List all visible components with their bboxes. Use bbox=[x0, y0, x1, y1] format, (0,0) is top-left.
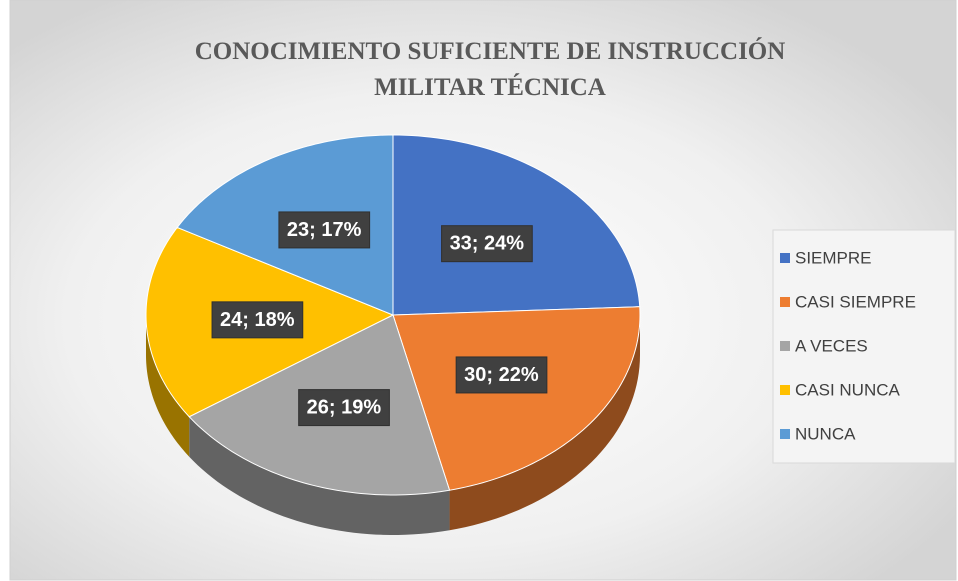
legend-swatch bbox=[780, 385, 790, 395]
legend-label: CASI SIEMPRE bbox=[795, 292, 916, 311]
legend-label: SIEMPRE bbox=[795, 248, 872, 267]
legend-swatch bbox=[780, 429, 790, 439]
data-label-box bbox=[211, 301, 304, 339]
slice-side bbox=[449, 315, 640, 531]
legend-swatch bbox=[780, 253, 790, 263]
data-label-box bbox=[441, 225, 533, 263]
slice-side bbox=[146, 315, 190, 457]
legend-box bbox=[772, 229, 956, 464]
legend-label: CASI NUNCA bbox=[795, 380, 901, 399]
data-label: 33; 24% bbox=[450, 233, 525, 255]
data-label: 23; 17% bbox=[287, 219, 362, 241]
data-label-box bbox=[278, 211, 371, 249]
data-label-box bbox=[455, 356, 548, 394]
legend-swatch bbox=[780, 341, 790, 351]
legend-label: A VECES bbox=[795, 336, 868, 355]
slice bbox=[392, 306, 641, 491]
data-label: 30; 22% bbox=[464, 364, 539, 386]
chart-title: CONOCIMIENTO SUFICIENTE DE INSTRUCCIÓN M… bbox=[194, 38, 786, 101]
data-label: 26; 19% bbox=[307, 397, 382, 419]
slice-side bbox=[189, 416, 450, 535]
slice bbox=[392, 134, 641, 316]
data-label: 24; 18% bbox=[220, 309, 295, 331]
legend-label: NUNCA bbox=[795, 424, 856, 443]
legend-swatch bbox=[780, 297, 790, 307]
data-label-box bbox=[298, 389, 390, 427]
